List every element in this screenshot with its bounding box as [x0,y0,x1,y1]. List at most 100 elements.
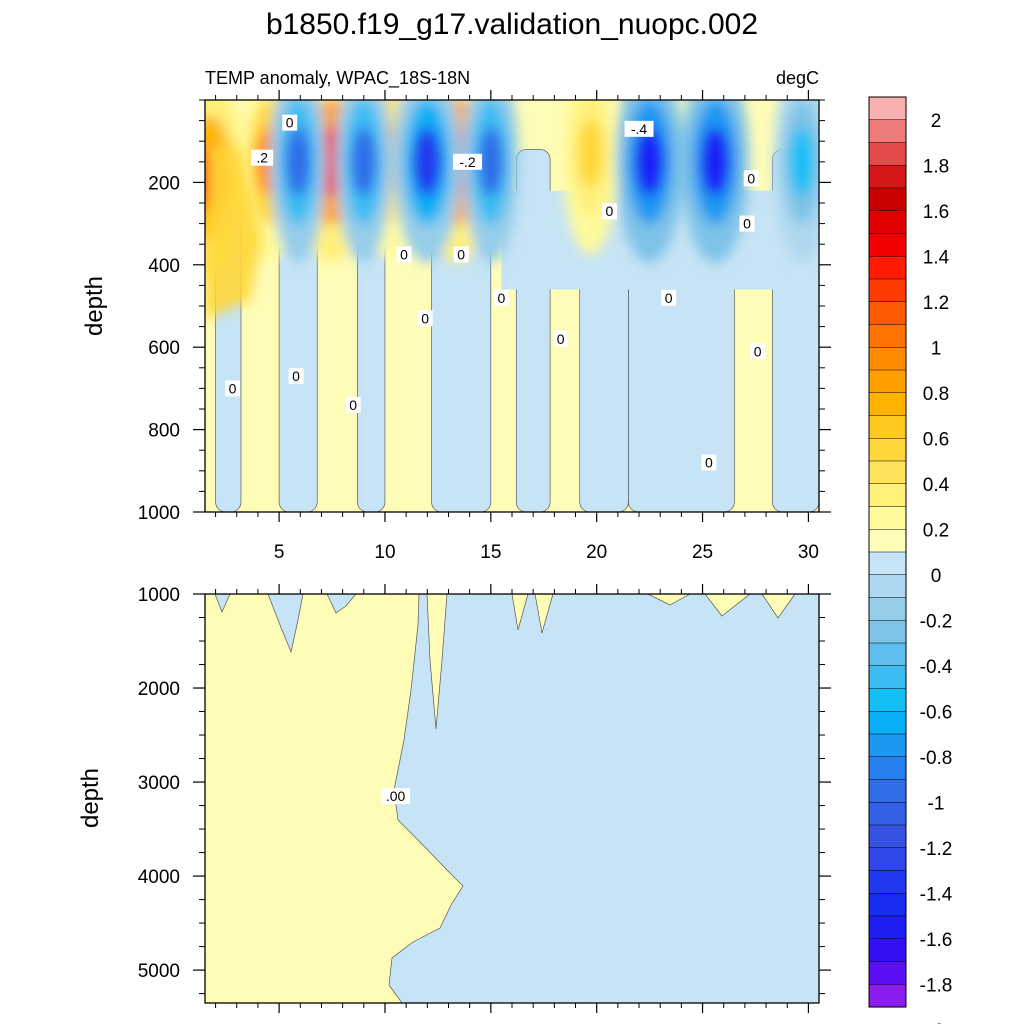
subtitle-left: TEMP anomaly, WPAC_18S-18N [205,68,470,89]
cold-anomaly-core [789,127,815,197]
contour-label: 0 [421,310,429,326]
colorbar-swatch [868,847,907,872]
y-tick-label: 1000 [138,585,180,606]
colorbar-swatch [868,415,907,439]
contour-label-bg [701,454,717,471]
contour-label: 0 [286,115,294,131]
contour-label: 0 [754,343,762,359]
contour-label: 0 [498,290,506,306]
contour-label-bg [417,310,433,327]
colorbar-label: -0.6 [920,702,953,723]
cold-anomaly-core [351,127,377,197]
contour-label-bg [251,149,274,166]
contour-labels-upper: 0 .2 -.2 -.4 0 0 0 0 0 0 0 0 0 0 0 0 0 0 [225,114,766,471]
x-tick-label: 15 [480,542,501,563]
contour-label-bg [624,120,654,137]
colorbar-label: 1.2 [923,293,949,314]
colorbar-swatch [868,165,907,189]
contour-label: .00 [386,788,406,804]
contour-label-bg [750,343,766,360]
contour-label-bg [453,153,483,170]
contour-label-bg [288,368,304,385]
contour-label-bg [282,114,298,131]
positive-tongue-3 [534,594,554,634]
contour-label: 0 [349,397,357,413]
contour-label-bg [553,330,569,347]
x-tick-label: 30 [798,542,819,563]
colorbar-label: -0.4 [920,657,953,678]
colorbar-label: 0.8 [923,384,949,405]
contour-label-bg [601,203,617,220]
colorbar-swatch [868,620,907,644]
contour-label-bg [743,170,759,187]
contour-label: -.4 [631,121,648,137]
contour-labels-deep: .00 [381,788,411,805]
y-tick-label: 5000 [138,961,180,982]
colorbar-swatch [868,642,907,667]
contour-label-bg [493,289,509,306]
colorbar-swatch [868,278,907,303]
contour-label: 0 [557,331,565,347]
colorbar-label: 2 [931,111,942,132]
warm-anomaly-core [577,119,603,189]
x-tick-label: 5 [274,542,285,563]
y-tick-label: 800 [148,421,180,442]
colorbar-label: -1.4 [920,884,953,905]
colorbar-label: 1 [931,338,942,359]
colorbar-swatch [868,824,907,849]
colorbar-label: 1.4 [923,247,950,268]
colorbar-label: -0.8 [920,748,953,769]
colorbar-swatch [868,756,907,781]
axes-upper: 5 10 15 20 25 30 200 400 600 800 1000 [138,90,831,563]
cold-anomaly-core [478,127,504,197]
colorbar-label: 1.6 [923,202,949,223]
colorbar-swatch [868,551,907,576]
colorbar-label: 0.4 [923,475,950,496]
page-title: b1850.f19_g17.validation_nuopc.002 [266,8,758,41]
contour-label: .2 [256,150,268,166]
colorbar-swatch [868,529,907,553]
colorbar-label: -1.2 [920,839,953,860]
colorbar-frame [868,96,907,1008]
contour-label-bg [396,246,412,263]
y-tick-label: 3000 [138,773,180,794]
negative-tongue-2 [214,594,231,613]
colorbar-swatch [868,369,907,394]
panel-deep-ocean: 1000 2000 3000 4000 5000 .00 depth [77,584,831,1013]
y-tick-label: 400 [148,256,180,277]
colorbar-label: -1 [928,793,945,814]
colorbar-swatch [868,324,907,348]
colorbar-swatch [868,984,907,1008]
y-tick-label: 600 [148,338,180,359]
positive-tongue-1 [426,594,448,730]
contour-label-bg [453,246,469,263]
positive-tongue-2 [511,594,529,631]
colorbar-swatch [868,574,907,599]
colorbar-swatch [868,711,907,735]
contour-label-bg [381,788,411,805]
contour-label: 0 [665,290,673,306]
contour-label: -.2 [459,154,476,170]
colorbar-label: 0.2 [923,520,949,541]
colorbar-swatch [868,938,907,963]
contour-label: 0 [292,368,300,384]
cold-anomaly-core [635,127,665,197]
y-tick-label: 1000 [138,503,180,524]
colorbar-swatch [868,733,907,758]
y-tick-label: 200 [148,173,180,194]
colorbar-swatch [868,779,907,803]
colorbar-swatch [868,961,907,985]
colorbar-swatch [868,301,907,326]
colorbar-swatch [868,438,907,462]
colorbar-swatch [868,870,907,894]
colorbar-label: -0.2 [920,611,953,632]
anomaly-cores [205,100,819,280]
positive-region-deep [205,594,464,1003]
colorbar-swatch [868,142,907,166]
colorbar-label: 0.6 [923,429,949,450]
contour-label: 0 [747,170,755,186]
positive-tongue-5 [704,594,751,617]
positive-tongue-4 [647,594,691,606]
